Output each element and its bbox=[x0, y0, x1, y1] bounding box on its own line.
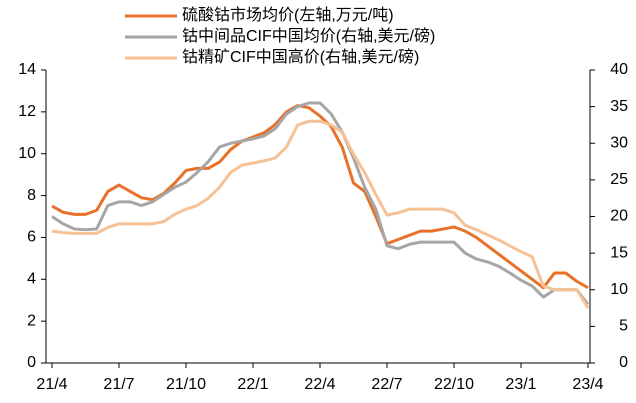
legend-label: 钴中间品CIF中国均价(右轴,美元/磅) bbox=[182, 27, 435, 45]
y2-tick-label: 30 bbox=[610, 134, 628, 151]
y-tick-label: 0 bbox=[27, 354, 36, 371]
x-tick-label: 22/10 bbox=[434, 376, 474, 393]
x-tick-label: 21/7 bbox=[103, 376, 134, 393]
y2-tick-label: 25 bbox=[610, 171, 628, 188]
series-line bbox=[51, 104, 589, 290]
y2-tick-label: 35 bbox=[610, 98, 628, 115]
series-line bbox=[51, 101, 590, 306]
y-tick-label: 2 bbox=[27, 312, 36, 329]
y2-tick-label: 10 bbox=[610, 281, 628, 298]
legend-label: 钴精矿CIF中国高价(右轴,美元/磅) bbox=[182, 48, 419, 66]
y2-tick-label: 15 bbox=[610, 244, 628, 261]
y-tick-label: 14 bbox=[18, 61, 36, 78]
x-tick-label: 21/10 bbox=[166, 376, 206, 393]
y-tick-label: 6 bbox=[27, 229, 36, 246]
y-tick-label: 8 bbox=[27, 187, 36, 204]
y2-tick-label: 5 bbox=[619, 318, 628, 335]
legend-label: 硫酸钴市场均价(左轴,万元/吨) bbox=[182, 6, 394, 24]
series-line bbox=[51, 119, 590, 309]
x-tick-label: 21/4 bbox=[36, 376, 67, 393]
x-tick-label: 23/1 bbox=[505, 376, 536, 393]
y-tick-label: 10 bbox=[18, 145, 36, 162]
x-tick-label: 22/7 bbox=[371, 376, 402, 393]
y2-tick-label: 20 bbox=[610, 208, 628, 225]
y2-tick-label: 40 bbox=[610, 61, 628, 78]
y-tick-label: 4 bbox=[27, 271, 36, 288]
y2-tick-label: 0 bbox=[619, 354, 628, 371]
y-tick-label: 12 bbox=[18, 103, 36, 120]
x-tick-label: 23/4 bbox=[572, 376, 603, 393]
x-tick-label: 22/1 bbox=[237, 376, 268, 393]
x-tick-label: 22/4 bbox=[304, 376, 335, 393]
